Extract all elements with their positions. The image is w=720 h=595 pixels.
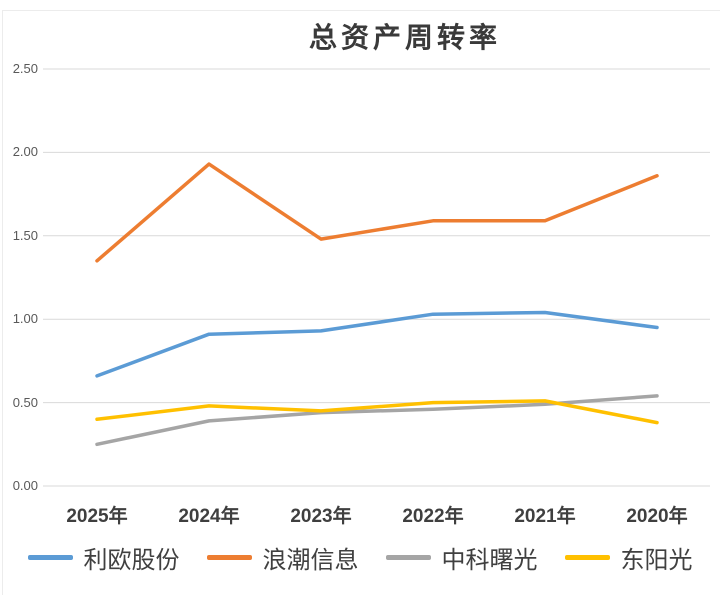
y-axis-tick-2-50: 2.50 bbox=[12, 61, 38, 76]
x-axis-label-2023: 2023年 bbox=[290, 506, 352, 527]
chart-border-left bbox=[2, 10, 3, 595]
y-axis-tick-2-00: 2.00 bbox=[12, 144, 38, 159]
x-axis-label-2021: 2021年 bbox=[514, 506, 576, 527]
x-axis-label-2020: 2020年 bbox=[626, 506, 688, 527]
legend-label: 东阳光 bbox=[620, 546, 693, 574]
y-axis-tick-0-50: 0.50 bbox=[12, 395, 38, 410]
legend-label: 利欧股份 bbox=[83, 546, 180, 574]
chart-border-top bbox=[2, 10, 720, 11]
legend-item-series-2: 浪潮信息 bbox=[206, 540, 359, 575]
series-line-2 bbox=[95, 394, 659, 447]
legend-line-marker-orange bbox=[206, 555, 252, 560]
legend-item-series-4: 东阳光 bbox=[564, 540, 693, 575]
x-axis-label-2025: 2025年 bbox=[66, 506, 128, 527]
x-axis-label-2024: 2024年 bbox=[178, 506, 240, 527]
series-line-3 bbox=[95, 399, 659, 425]
legend-item-series-1: 利欧股份 bbox=[27, 540, 180, 575]
y-axis-tick-1-50: 1.50 bbox=[12, 228, 38, 243]
y-axis-tick-0-00: 0.00 bbox=[12, 478, 38, 493]
legend-line-marker-gray bbox=[385, 555, 431, 560]
legend-item-series-3: 中科曙光 bbox=[385, 540, 538, 575]
series-line-1 bbox=[95, 162, 659, 263]
chart-legend: 利欧股份 浪潮信息 中科曙光 东阳光 bbox=[0, 540, 720, 575]
y-axis-tick-1-00: 1.00 bbox=[12, 311, 38, 326]
gridlines bbox=[43, 68, 710, 487]
x-axis-label-2022: 2022年 bbox=[402, 506, 464, 527]
legend-line-marker-yellow bbox=[564, 555, 610, 560]
legend-line-marker-blue bbox=[27, 555, 73, 560]
legend-label: 中科曙光 bbox=[441, 546, 538, 574]
legend-label: 浪潮信息 bbox=[262, 546, 359, 574]
series-line-0 bbox=[95, 310, 659, 378]
chart-title: 总资产周转率 bbox=[308, 21, 502, 54]
